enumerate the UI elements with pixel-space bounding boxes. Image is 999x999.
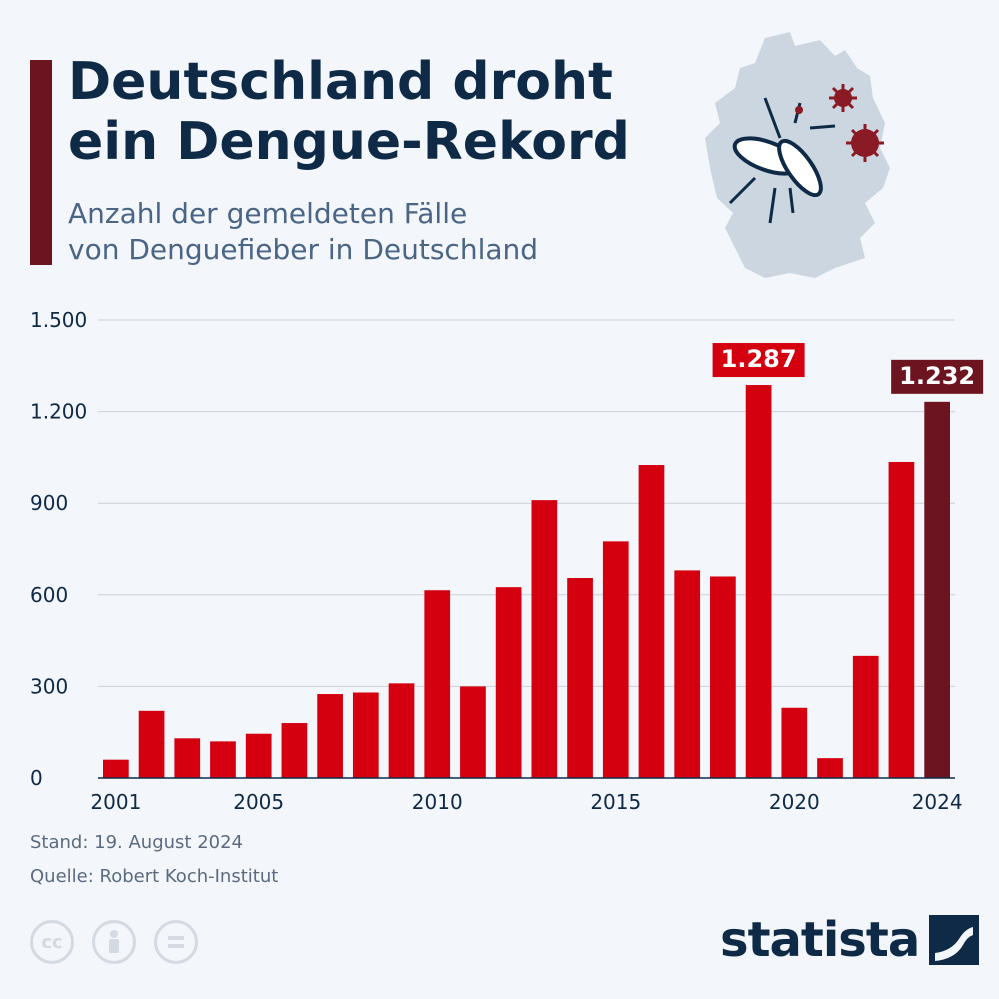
virus-spikes [829, 84, 884, 162]
data-label: 1.287 [721, 345, 797, 373]
y-tick-label: 1.500 [30, 308, 87, 332]
bar-2023 [888, 461, 915, 778]
bar-2005 [245, 733, 272, 778]
bar-2014 [567, 578, 593, 778]
bar-2018 [710, 576, 736, 778]
subtitle-line-1: Anzahl der gemeldeten Fälle [68, 197, 468, 230]
bar-2002 [138, 710, 165, 778]
title-line-1: Deutschland droht [68, 52, 613, 112]
title-accent-bar [30, 60, 52, 265]
statista-logo-icon [929, 915, 980, 965]
y-tick-label: 600 [30, 583, 68, 607]
statista-logo[interactable]: statista [720, 910, 980, 970]
brand-name: statista [720, 912, 920, 968]
bar-2003 [174, 738, 201, 778]
page-subtitle: Anzahl der gemeldeten Fälle von Denguefi… [68, 196, 688, 268]
y-tick-label: 0 [30, 766, 43, 790]
x-tick-label: 2024 [912, 790, 963, 814]
bar-2012 [495, 587, 522, 778]
bar-2001 [102, 759, 129, 778]
cc-icon: cc [30, 920, 74, 964]
bar-2008 [352, 692, 379, 778]
attribution-icon [92, 920, 136, 964]
bar-2024 [924, 401, 951, 778]
bar-2015 [602, 541, 629, 778]
bar-2017 [674, 570, 701, 778]
bar-2022 [852, 655, 879, 778]
data-label-box [712, 343, 805, 378]
x-tick-label: 2010 [412, 790, 463, 814]
no-derivatives-icon [154, 920, 198, 964]
title-line-2: ein Dengue-Rekord [68, 112, 630, 172]
bar-2007 [317, 694, 343, 778]
x-tick-label: 2001 [90, 790, 141, 814]
page-title: Deutschland droht ein Dengue-Rekord [68, 52, 688, 172]
footer-stand: Stand: 19. August 2024 [30, 832, 244, 853]
data-label: 1.232 [899, 362, 975, 390]
x-tick-label: 2015 [590, 790, 641, 814]
y-tick-label: 300 [30, 674, 68, 698]
bar-2010 [424, 590, 451, 778]
bar-2004 [210, 741, 236, 778]
y-tick-label: 900 [30, 491, 68, 515]
bar-2020 [781, 707, 808, 778]
x-tick-label: 2005 [233, 790, 284, 814]
bar-2013 [531, 500, 558, 778]
subtitle-line-2: von Denguefieber in Deutschland [68, 233, 539, 266]
bar-2006 [281, 723, 308, 778]
bar-2011 [460, 686, 486, 778]
bar-2021 [817, 758, 843, 778]
footer-source: Quelle: Robert Koch-Institut [30, 866, 279, 887]
bar-2016 [638, 465, 665, 778]
bar-2009 [388, 683, 415, 778]
germany-mosquito-illustration [705, 32, 890, 278]
data-label-box [891, 359, 984, 394]
y-tick-label: 1.200 [30, 400, 87, 424]
bar-2019 [745, 385, 772, 778]
x-tick-label: 2020 [769, 790, 820, 814]
